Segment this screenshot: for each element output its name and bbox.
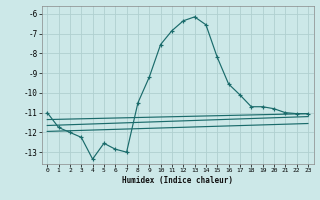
X-axis label: Humidex (Indice chaleur): Humidex (Indice chaleur) [122, 176, 233, 185]
